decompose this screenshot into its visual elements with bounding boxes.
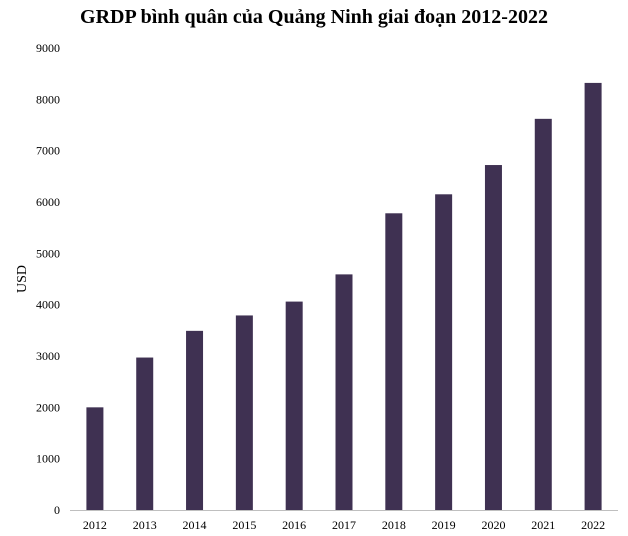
y-tick-label: 5000 <box>36 246 60 260</box>
y-tick-label: 6000 <box>36 195 60 209</box>
bar <box>435 194 453 511</box>
y-axis-ticks: 0 1000 2000 3000 4000 5000 6000 7000 8000 9000 <box>36 41 60 517</box>
bar <box>186 330 204 510</box>
x-tick-label: 2015 <box>232 518 256 532</box>
bar <box>534 118 552 510</box>
x-tick-label: 2021 <box>531 518 555 532</box>
x-tick-label: 2020 <box>481 518 505 532</box>
bar <box>285 301 303 510</box>
bar <box>484 165 502 511</box>
y-tick-label: 2000 <box>36 400 60 414</box>
x-axis-ticks: 2012 2013 2014 2015 2016 2017 2018 2019 2020 2021… <box>83 518 605 532</box>
x-tick-label: 2013 <box>133 518 157 532</box>
bar <box>86 407 104 510</box>
bar <box>136 357 154 510</box>
bar <box>335 274 353 510</box>
x-tick-label: 2018 <box>382 518 406 532</box>
bars <box>86 82 602 511</box>
x-tick-label: 2012 <box>83 518 107 532</box>
bar <box>235 315 253 510</box>
chart-title: GRDP bình quân của Quảng Ninh giai đoạn … <box>80 6 548 28</box>
y-tick-label: 0 <box>54 503 60 517</box>
y-axis-title: USD <box>15 265 30 293</box>
y-tick-label: 8000 <box>36 92 60 106</box>
x-tick-label: 2017 <box>332 518 356 532</box>
y-tick-label: 1000 <box>36 452 60 466</box>
x-tick-label: 2022 <box>581 518 605 532</box>
bar <box>385 213 403 510</box>
bar <box>584 82 602 510</box>
x-tick-label: 2014 <box>183 518 207 532</box>
y-tick-label: 4000 <box>36 298 60 312</box>
y-tick-label: 9000 <box>36 41 60 55</box>
x-tick-label: 2016 <box>282 518 306 532</box>
y-tick-label: 3000 <box>36 349 60 363</box>
y-tick-label: 7000 <box>36 144 60 158</box>
x-tick-label: 2019 <box>432 518 456 532</box>
